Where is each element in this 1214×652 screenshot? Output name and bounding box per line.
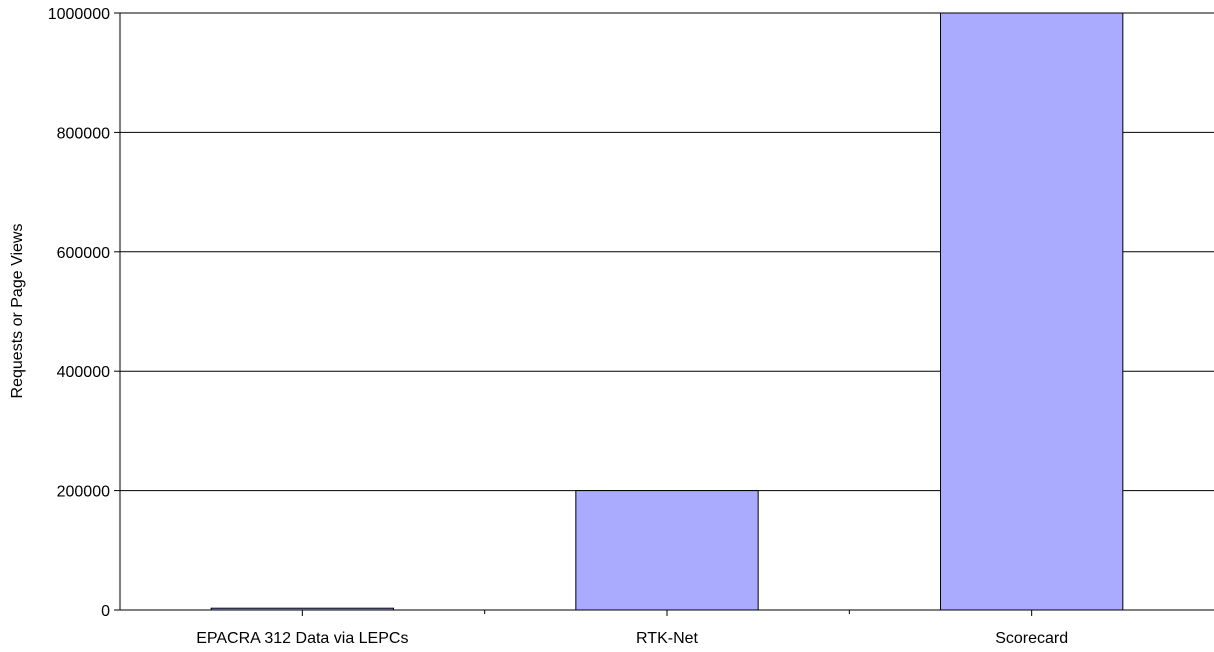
x-tick-label: Scorecard: [995, 630, 1068, 647]
y-tick-label: 800000: [57, 125, 110, 142]
axes: [114, 12, 1214, 616]
y-tick-label: 400000: [57, 364, 110, 381]
y-axis-title: Requests or Page Views: [9, 224, 26, 399]
x-tick-label: EPACRA 312 Data via LEPCs: [196, 630, 408, 647]
y-tick-label: 1000000: [48, 6, 110, 23]
x-tick-labels: EPACRA 312 Data via LEPCs RTK-Net Scorecar…: [196, 630, 1068, 647]
bar: [940, 12, 1124, 611]
bars: [210, 12, 1124, 611]
bar: [575, 490, 759, 611]
y-tick-label: 0: [101, 603, 110, 620]
x-tick-label: RTK-Net: [636, 630, 698, 647]
y-tick-label: 600000: [57, 245, 110, 262]
y-tick-label: 200000: [57, 484, 110, 501]
y-tick-labels: 0 200000 400000 600000 800000 1000000: [48, 6, 110, 620]
